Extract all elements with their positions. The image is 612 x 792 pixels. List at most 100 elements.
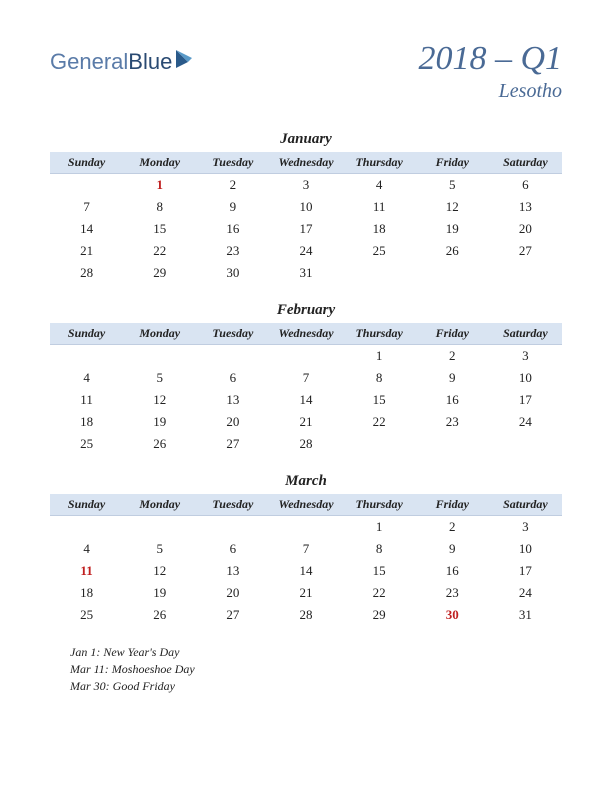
day-cell: [196, 345, 269, 368]
week-row: 11121314151617: [50, 560, 562, 582]
day-cell: 23: [416, 411, 489, 433]
day-cell: 28: [50, 262, 123, 284]
day-cell: 5: [123, 367, 196, 389]
logo-word2: Blue: [128, 49, 172, 74]
day-cell: 10: [269, 196, 342, 218]
day-cell: 14: [269, 560, 342, 582]
day-cell: 30: [416, 604, 489, 626]
day-cell: 14: [269, 389, 342, 411]
day-cell: 21: [50, 240, 123, 262]
day-cell: 29: [123, 262, 196, 284]
day-cell: 10: [489, 538, 562, 560]
day-cell: [123, 345, 196, 368]
day-cell: [269, 345, 342, 368]
week-row: 45678910: [50, 538, 562, 560]
day-cell: 9: [416, 367, 489, 389]
day-cell: 2: [416, 345, 489, 368]
day-cell: [50, 516, 123, 539]
calendars-container: JanuarySundayMondayTuesdayWednesdayThurs…: [50, 131, 562, 626]
day-cell: 4: [50, 538, 123, 560]
country-name: Lesotho: [418, 80, 562, 103]
day-cell: 20: [196, 582, 269, 604]
day-cell: 5: [123, 538, 196, 560]
day-cell: 2: [196, 174, 269, 197]
day-cell: 19: [123, 411, 196, 433]
day-cell: 25: [343, 240, 416, 262]
day-cell: 16: [416, 560, 489, 582]
day-cell: 3: [489, 516, 562, 539]
day-header: Tuesday: [196, 152, 269, 174]
day-cell: 16: [196, 218, 269, 240]
month-name: March: [50, 473, 562, 490]
day-cell: 28: [269, 433, 342, 455]
day-cell: [489, 433, 562, 455]
day-header: Friday: [416, 494, 489, 516]
day-header: Monday: [123, 494, 196, 516]
day-header: Sunday: [50, 152, 123, 174]
day-cell: 1: [343, 516, 416, 539]
week-row: 45678910: [50, 367, 562, 389]
day-cell: 18: [343, 218, 416, 240]
day-cell: 22: [343, 582, 416, 604]
day-cell: 16: [416, 389, 489, 411]
day-header: Tuesday: [196, 323, 269, 345]
day-cell: [416, 433, 489, 455]
day-cell: 8: [123, 196, 196, 218]
day-cell: 14: [50, 218, 123, 240]
week-row: 14151617181920: [50, 218, 562, 240]
day-cell: 26: [416, 240, 489, 262]
logo: GeneralBlue: [50, 48, 194, 75]
day-cell: 6: [196, 367, 269, 389]
day-header: Saturday: [489, 323, 562, 345]
day-cell: 17: [489, 389, 562, 411]
holiday-entry: Mar 11: Moshoeshoe Day: [70, 661, 562, 678]
day-header: Tuesday: [196, 494, 269, 516]
holiday-entry: Jan 1: New Year's Day: [70, 644, 562, 661]
day-cell: 25: [50, 433, 123, 455]
day-cell: 17: [269, 218, 342, 240]
logo-text: GeneralBlue: [50, 49, 172, 75]
day-header: Sunday: [50, 494, 123, 516]
day-cell: 18: [50, 582, 123, 604]
day-cell: 5: [416, 174, 489, 197]
day-cell: 21: [269, 411, 342, 433]
day-cell: 24: [489, 411, 562, 433]
day-header: Thursday: [343, 494, 416, 516]
day-cell: 29: [343, 604, 416, 626]
month-block: FebruarySundayMondayTuesdayWednesdayThur…: [50, 302, 562, 455]
logo-sail-icon: [174, 48, 194, 75]
holidays-list: Jan 1: New Year's DayMar 11: Moshoeshoe …: [50, 644, 562, 694]
day-cell: 27: [196, 433, 269, 455]
day-cell: 23: [416, 582, 489, 604]
day-cell: 8: [343, 538, 416, 560]
day-cell: 24: [269, 240, 342, 262]
week-row: 123: [50, 345, 562, 368]
day-cell: [343, 262, 416, 284]
day-cell: 4: [343, 174, 416, 197]
day-cell: 15: [123, 218, 196, 240]
day-cell: 9: [196, 196, 269, 218]
week-row: 78910111213: [50, 196, 562, 218]
month-name: January: [50, 131, 562, 148]
day-cell: 15: [343, 389, 416, 411]
quarter-title: 2018 – Q1: [418, 40, 562, 78]
calendar-table: SundayMondayTuesdayWednesdayThursdayFrid…: [50, 323, 562, 455]
day-cell: 6: [489, 174, 562, 197]
day-header: Wednesday: [269, 152, 342, 174]
day-header: Saturday: [489, 152, 562, 174]
week-row: 123: [50, 516, 562, 539]
day-cell: [50, 174, 123, 197]
day-cell: 28: [269, 604, 342, 626]
day-cell: 3: [489, 345, 562, 368]
day-cell: 1: [123, 174, 196, 197]
day-header: Thursday: [343, 152, 416, 174]
day-cell: 17: [489, 560, 562, 582]
day-cell: 12: [416, 196, 489, 218]
day-cell: 1: [343, 345, 416, 368]
day-cell: 6: [196, 538, 269, 560]
logo-word1: General: [50, 49, 128, 74]
day-cell: [196, 516, 269, 539]
day-cell: 12: [123, 389, 196, 411]
day-header: Wednesday: [269, 494, 342, 516]
day-cell: 8: [343, 367, 416, 389]
